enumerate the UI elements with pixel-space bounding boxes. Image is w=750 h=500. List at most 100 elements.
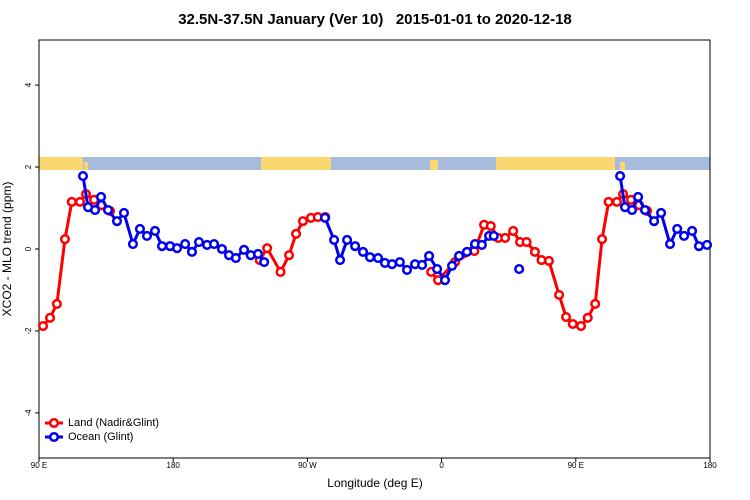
data-point — [633, 191, 644, 203]
data-point — [238, 244, 250, 255]
data-point — [656, 207, 667, 218]
data-point — [364, 252, 376, 263]
y-tick-label: 0 — [24, 246, 33, 251]
data-point — [626, 205, 638, 216]
data-point — [350, 241, 361, 252]
data-point — [357, 246, 369, 257]
data-point — [461, 246, 472, 257]
data-point — [329, 234, 340, 246]
y-axis-label: XCO2 - MLO trend (ppm) — [0, 182, 14, 317]
data-point — [679, 230, 690, 241]
legend-marker — [48, 417, 60, 429]
data-point — [615, 171, 626, 182]
data-point — [373, 252, 384, 264]
data-point — [342, 234, 353, 246]
x-axis-label: Longitude (deg E) — [327, 476, 422, 490]
data-point — [554, 289, 565, 300]
data-point — [446, 260, 458, 271]
data-point — [649, 216, 660, 227]
data-point — [453, 250, 465, 262]
data-point — [387, 259, 398, 270]
data-point — [77, 171, 89, 182]
x-tick-label: 180 — [167, 461, 181, 470]
data-point — [432, 264, 443, 275]
data-point — [639, 205, 651, 216]
legend-marker — [48, 431, 60, 443]
y-tick-label: 2 — [24, 164, 33, 169]
data-point — [252, 248, 264, 259]
y-tick-label: -2 — [24, 327, 33, 335]
data-point — [508, 225, 519, 237]
data-point — [575, 320, 587, 332]
data-point — [134, 223, 145, 234]
data-point — [319, 212, 331, 223]
data-point — [186, 246, 198, 257]
data-point — [193, 236, 205, 248]
data-point — [561, 311, 572, 323]
legend-box — [41, 413, 181, 445]
x-tick-label: 180 — [703, 461, 717, 470]
data-point — [118, 207, 130, 218]
data-point — [59, 234, 70, 245]
x-tick-label: 90 E — [31, 461, 47, 470]
data-point — [424, 250, 435, 262]
data-point — [95, 191, 107, 203]
data-point — [127, 239, 138, 250]
data-point — [485, 221, 496, 232]
data-point — [401, 264, 413, 275]
data-point — [90, 205, 101, 216]
data-point — [611, 196, 623, 207]
data-point — [216, 243, 228, 255]
data-point — [476, 239, 487, 250]
data-point — [603, 196, 614, 207]
data-point — [44, 312, 56, 323]
data-point — [180, 239, 191, 250]
data-point — [567, 318, 578, 330]
plot-frame — [38, 39, 711, 459]
data-point — [514, 264, 525, 275]
x-tick-label: 0 — [439, 461, 444, 470]
data-point — [335, 255, 346, 266]
data-point — [37, 320, 49, 332]
chart-title: 32.5N-37.5N January (Ver 10) 2015-01-01 … — [178, 11, 572, 28]
data-point — [172, 243, 183, 254]
data-point — [439, 275, 451, 286]
data-point — [156, 241, 168, 252]
data-point — [74, 196, 86, 207]
data-point — [701, 239, 713, 250]
data-point — [149, 225, 161, 237]
data-point — [521, 236, 532, 248]
data-point — [596, 234, 608, 245]
x-tick-label: 90 E — [568, 461, 584, 470]
data-point — [664, 239, 676, 250]
land-ocean-strip — [39, 157, 710, 170]
data-point — [582, 312, 593, 323]
data-point — [500, 232, 511, 243]
data-point — [230, 252, 241, 264]
data-point — [141, 230, 153, 241]
data-point — [51, 298, 62, 309]
data-point — [672, 223, 683, 234]
data-point — [209, 239, 220, 250]
data-point — [590, 298, 601, 309]
x-tick-label: 90 W — [298, 461, 317, 470]
y-tick-label: -4 — [24, 409, 33, 417]
data-point — [291, 228, 302, 239]
data-point — [275, 266, 286, 277]
legend-label: Ocean (Glint) — [68, 431, 133, 443]
data-point — [111, 216, 123, 227]
data-point — [529, 246, 540, 257]
data-point — [66, 196, 77, 207]
data-point — [417, 259, 428, 271]
data-point — [259, 257, 270, 268]
legend-label: Land (Nadir&Glint) — [68, 417, 159, 429]
data-point — [543, 255, 555, 266]
data-point — [297, 216, 308, 227]
data-point — [284, 250, 295, 261]
data-point — [488, 230, 499, 241]
data-point — [102, 205, 114, 216]
data-point — [262, 243, 273, 254]
data-point — [394, 257, 405, 268]
data-point — [693, 241, 705, 252]
